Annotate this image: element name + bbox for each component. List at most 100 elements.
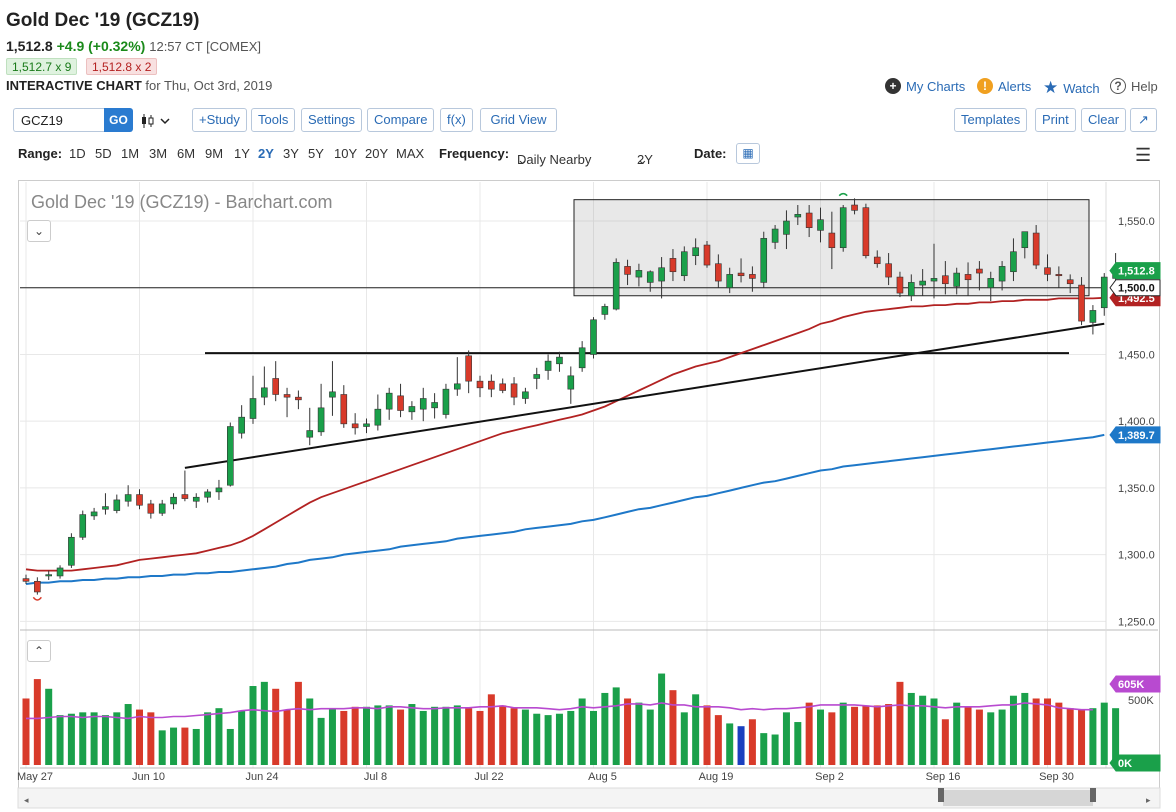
volume-bar [1112,708,1120,765]
expand-chevron-icon[interactable]: ⌃ [27,640,51,662]
price-axis-tick-label: 1,550.0 [1118,216,1155,228]
volume-bar [283,709,291,765]
alerts-link[interactable]: ! Alerts [977,78,1031,94]
volume-bar [181,727,189,765]
time-exchange: 12:57 CT [COMEX] [149,39,261,54]
candle-body [930,278,938,282]
tools-button[interactable]: Tools [251,108,296,132]
candle-body [578,347,586,369]
volume-bar [1089,708,1097,765]
volume-bar [158,730,166,765]
volume-bar [249,686,257,765]
volume-bar [340,710,348,765]
volume-bar [499,705,507,765]
range-9m[interactable]: 9M [205,146,224,161]
range-2y[interactable]: 2Y [258,146,274,161]
price-axis-tick-label: 1,450.0 [1118,349,1155,361]
symbol-input[interactable] [13,108,105,132]
volume-bar [124,704,132,765]
candle-body [907,282,915,297]
volume-bar [45,688,53,765]
interactive-chart-date: for Thu, Oct 3rd, 2019 [145,78,273,93]
range-1y[interactable]: 1Y [234,146,250,161]
candle-body [22,578,30,582]
candle-body [317,407,325,433]
range-10y[interactable]: 10Y [334,146,358,161]
candle-body [567,375,575,390]
chevron-down-icon: ⌄ [517,152,528,167]
candle-body [692,247,699,257]
candle-body [522,391,529,399]
volume-bar [294,681,302,765]
help-link[interactable]: ? Help [1110,78,1158,94]
collapse-chevron-icon[interactable]: ⌄ [27,220,51,242]
candle-body [442,388,450,415]
candle-body [1021,231,1029,249]
range-max[interactable]: MAX [396,146,425,161]
help-label: Help [1131,78,1158,94]
candle-body [556,356,563,365]
fullscreen-button[interactable]: ↗ [1130,108,1157,132]
range-5y[interactable]: 5Y [308,146,324,161]
help-icon: ? [1110,78,1126,94]
settings-button[interactable]: Settings [301,108,362,132]
x-axis-tick-label: Jun 10 [132,771,165,783]
range-5d[interactable]: 5D [95,146,112,161]
volume-bar [101,715,109,765]
candle-body [805,212,813,228]
candle-body [192,496,200,502]
volume-bar [669,690,677,765]
range-3m[interactable]: 3M [149,146,168,161]
volume-bar [646,709,654,765]
volume-bar [1032,698,1040,765]
volume-bar [590,710,597,765]
volume-bar [907,692,915,765]
volume-bar [817,709,824,765]
chart-type-selector[interactable] [140,112,174,130]
range-3y[interactable]: 3Y [283,146,299,161]
candle-body [476,380,484,389]
compare-button[interactable]: Compare [367,108,435,132]
range-1m[interactable]: 1M [121,146,140,161]
candle-body [635,270,643,278]
x-axis-tick-label: Aug 5 [588,771,617,783]
candle-body [783,220,790,235]
volume-bar [782,712,790,765]
chart-panel[interactable] [18,180,1160,800]
watch-link[interactable]: ★ Watch [1043,78,1100,98]
volume-bar [1066,708,1074,765]
candle-body [760,238,768,283]
x-axis-tick-label: Sep 2 [815,771,844,783]
volume-bar [726,723,734,765]
go-button[interactable]: GO [104,108,133,132]
candle-body [431,402,438,409]
chevron-down-icon: ⌄ [637,152,648,167]
candle-body [340,394,348,425]
candle-body [749,274,756,279]
candle-body [737,272,745,277]
my-charts-link[interactable]: + My Charts [885,78,965,94]
fx-button[interactable]: f(x) [440,108,473,132]
templates-button[interactable]: Templates [954,108,1028,132]
volume-bar [442,706,450,765]
plus-circle-icon: + [885,78,901,94]
clear-button[interactable]: Clear [1081,108,1127,132]
range-6m[interactable]: 6M [177,146,196,161]
print-button[interactable]: Print [1035,108,1076,132]
x-axis-tick-label: May 27 [17,771,53,783]
ma200-price-tag: 1,389.7 [1118,430,1155,442]
grid-view-button[interactable]: Grid View [480,108,557,132]
add-study-button[interactable]: +Study [192,108,247,132]
range-label: Range: [18,146,63,161]
candle-body [283,394,291,398]
calendar-icon[interactable]: ▦ [736,143,760,164]
ma200-price-tag-background [1109,426,1161,444]
volume-bar [328,708,336,765]
volume-bar [794,722,802,765]
range-1d[interactable]: 1D [69,146,86,161]
alerts-label: Alerts [998,78,1032,94]
menu-icon[interactable]: ☰ [1135,145,1152,165]
range-20y[interactable]: 20Y [365,146,389,161]
candle-body [136,494,143,506]
